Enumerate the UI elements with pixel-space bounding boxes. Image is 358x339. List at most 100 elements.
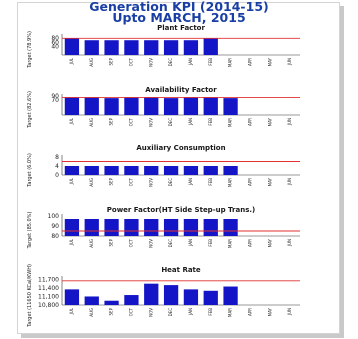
bar-dec <box>163 166 179 175</box>
x-tick-label: MAY <box>267 177 272 186</box>
x-tick-label: FEB <box>208 239 213 247</box>
bar-jul <box>64 166 80 175</box>
y-tick-label: 80 <box>51 233 59 240</box>
y-tick-label: 4 <box>55 163 59 170</box>
bar-feb <box>203 97 218 115</box>
x-tick-label: JUL <box>69 177 74 185</box>
bar-aug <box>84 40 99 55</box>
bar-dec <box>163 219 179 236</box>
bar-feb <box>203 38 218 55</box>
bar-feb <box>203 219 218 236</box>
bar-jan <box>183 219 199 236</box>
x-tick-label: JUL <box>69 117 74 125</box>
x-tick-label: NOV <box>148 308 153 317</box>
bar-mar <box>223 219 238 236</box>
bar-sep <box>104 300 119 305</box>
bar-nov <box>144 283 159 305</box>
bar-jan <box>183 97 199 115</box>
x-tick-label: MAR <box>228 178 233 187</box>
y-axis-label: Target (78.9%) <box>27 31 33 69</box>
bar-jul <box>64 219 80 236</box>
x-tick-label: OCT <box>128 57 133 66</box>
bar-aug <box>84 166 99 175</box>
bar-sep <box>104 40 119 55</box>
x-tick-label: DEC <box>168 58 173 67</box>
x-tick-label: JUN <box>287 58 292 66</box>
y-tick-label: 40 <box>51 44 59 51</box>
x-tick-label: AUG <box>89 239 94 248</box>
x-tick-label: JUL <box>69 238 74 246</box>
x-tick-label: AUG <box>89 58 94 67</box>
x-tick-label: SEP <box>109 57 114 65</box>
bar-jan <box>183 40 199 55</box>
y-tick-label: 8 <box>55 154 59 161</box>
x-tick-label: APR <box>247 308 252 316</box>
x-tick-label: FEB <box>208 178 213 186</box>
bar-jul <box>64 289 80 305</box>
x-tick-label: SEP <box>109 238 114 246</box>
y-axis-label: Target (82.6%) <box>27 91 33 129</box>
x-tick-label: MAR <box>228 118 233 127</box>
x-tick-label: JAN <box>188 239 193 247</box>
x-tick-label: NOV <box>148 118 153 127</box>
bar-oct <box>124 166 139 175</box>
x-tick-label: JAN <box>188 178 193 186</box>
bar-dec <box>163 40 179 55</box>
x-tick-label: SEP <box>109 177 114 185</box>
y-tick-label: 80 <box>51 35 59 42</box>
y-tick-label: 11,400 <box>38 285 59 292</box>
x-tick-label: DEC <box>168 239 173 248</box>
chart-title: Auxiliary Consumption <box>136 144 225 152</box>
bar-nov <box>144 97 159 115</box>
x-tick-label: JUL <box>69 57 74 65</box>
x-tick-label: DEC <box>168 308 173 317</box>
bar-sep <box>104 166 119 175</box>
frame-shadow-right <box>340 6 344 336</box>
x-tick-label: JAN <box>188 58 193 66</box>
x-tick-label: JUN <box>287 239 292 247</box>
x-tick-label: FEB <box>208 308 213 316</box>
report-title-line-2: Upto MARCH, 2015 <box>112 10 246 25</box>
bar-dec <box>163 98 179 115</box>
chart-title: Availability Factor <box>145 86 217 94</box>
x-tick-label: APR <box>247 58 252 66</box>
report-title-line-1: Generation KPI (2014-15) <box>89 0 269 14</box>
bar-jul <box>64 38 80 55</box>
x-tick-label: APR <box>247 239 252 247</box>
y-tick-label: 60 <box>51 39 59 46</box>
x-tick-label: DEC <box>168 178 173 187</box>
x-tick-label: FEB <box>208 118 213 126</box>
bar-oct <box>124 219 139 236</box>
bar-aug <box>84 296 99 305</box>
x-tick-label: JUN <box>287 118 292 126</box>
bar-jan <box>183 166 199 175</box>
x-tick-label: MAY <box>267 117 272 126</box>
x-tick-label: FEB <box>208 58 213 66</box>
y-tick-label: 70 <box>51 97 59 104</box>
frame-shadow-bottom <box>21 334 344 338</box>
y-tick-label: 90 <box>51 93 59 100</box>
bar-mar <box>223 98 238 115</box>
x-tick-label: APR <box>247 178 252 186</box>
x-tick-label: AUG <box>89 178 94 187</box>
bar-oct <box>124 40 139 55</box>
y-tick-label: 10,800 <box>38 302 59 309</box>
bar-feb <box>203 166 218 175</box>
bar-nov <box>144 40 159 55</box>
y-axis-label: Target (11650 KCal/KWH) <box>27 264 33 328</box>
x-tick-label: SEP <box>109 307 114 315</box>
y-tick-label: 11,700 <box>38 276 59 283</box>
x-tick-label: DEC <box>168 118 173 127</box>
bar-sep <box>104 219 119 236</box>
x-tick-label: NOV <box>148 58 153 67</box>
chart-title: Plant Factor <box>157 24 205 32</box>
y-axis-label: Target (85.0%) <box>27 212 33 250</box>
y-tick-label: 90 <box>51 223 59 230</box>
bar-oct <box>124 295 139 305</box>
bar-mar <box>223 286 238 305</box>
x-tick-label: OCT <box>128 307 133 316</box>
x-tick-label: SEP <box>109 117 114 125</box>
x-tick-label: MAR <box>228 58 233 67</box>
x-tick-label: MAY <box>267 238 272 247</box>
